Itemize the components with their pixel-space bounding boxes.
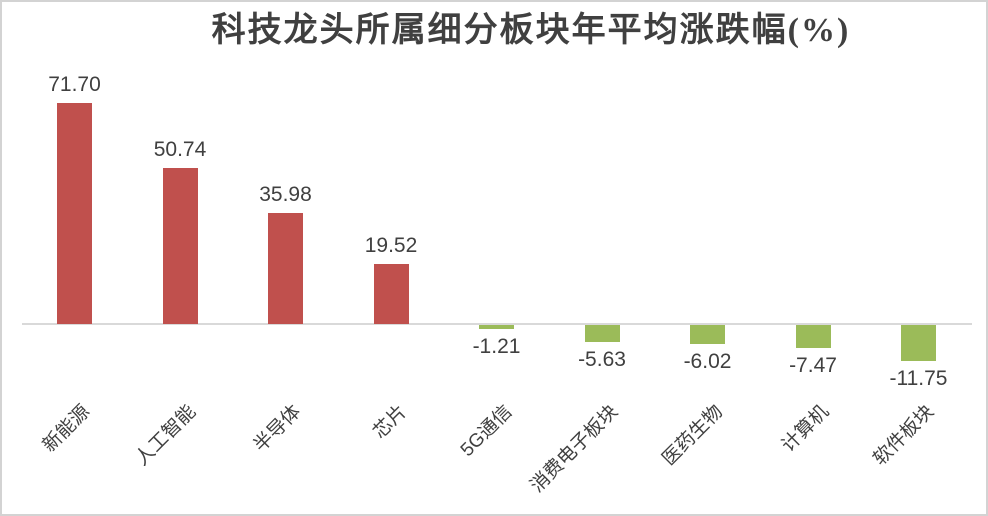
value-label: -11.75	[889, 367, 948, 390]
category-label: 医药生物	[659, 401, 728, 470]
bar-5G通信	[479, 325, 514, 329]
category-label: 软件板块	[870, 401, 939, 470]
bar-人工智能	[162, 168, 198, 324]
bar-软件板块	[901, 325, 936, 361]
category-label: 芯片	[369, 401, 412, 444]
category-label: 新能源	[39, 401, 95, 457]
bar-芯片	[373, 264, 409, 324]
value-label: 35.98	[259, 183, 312, 206]
value-label: -6.02	[683, 350, 732, 373]
zero-axis-line	[22, 323, 972, 325]
category-label: 人工智能	[131, 401, 201, 470]
category-label: 5G通信	[456, 401, 517, 461]
chart-title: 科技龙头所属细分板块年平均涨跌幅(%)	[211, 12, 851, 49]
bar-新能源	[57, 103, 92, 324]
bar-半导体	[268, 213, 303, 324]
category-label: 半导体	[250, 401, 306, 457]
bar-消费电子板块	[584, 325, 620, 342]
category-label: 消费电子板块	[526, 401, 623, 497]
value-label: 50.74	[153, 138, 207, 161]
value-label: -1.21	[472, 335, 521, 358]
category-label: 计算机	[777, 401, 834, 457]
value-label: -5.63	[578, 348, 626, 371]
value-label: -7.47	[789, 354, 837, 377]
bar-计算机	[795, 325, 831, 348]
value-label: 19.52	[364, 234, 418, 257]
bar-医药生物	[690, 325, 725, 344]
value-label: 71.70	[48, 73, 101, 96]
